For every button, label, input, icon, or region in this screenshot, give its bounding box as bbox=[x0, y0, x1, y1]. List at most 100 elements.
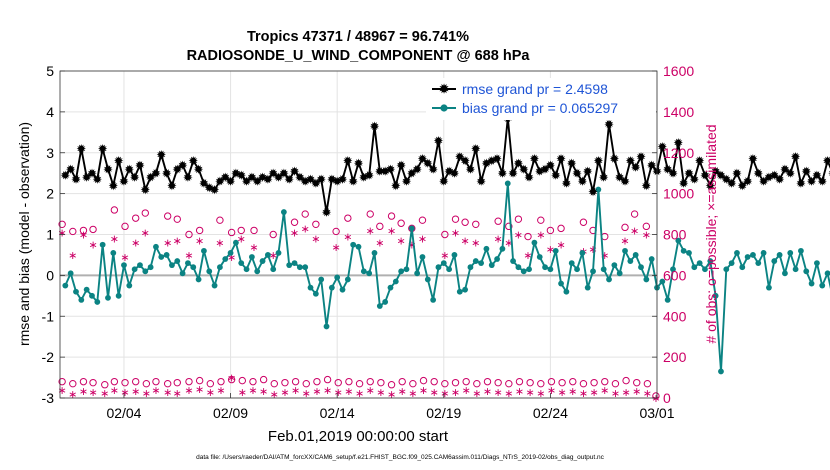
obs-assimilated-low-2: ∗ bbox=[79, 386, 88, 398]
series-1-point-25 bbox=[195, 276, 202, 283]
obs-possible-low-28 bbox=[355, 379, 364, 388]
series-0-point-51: ✹ bbox=[332, 176, 343, 188]
series-1-point-70 bbox=[435, 264, 442, 271]
series-1-point-39 bbox=[270, 266, 277, 273]
series-0-point-113: ✹ bbox=[662, 164, 673, 176]
series-0-point-15: ✹ bbox=[140, 184, 151, 196]
obs-possible-low-5 bbox=[110, 377, 119, 386]
series-1-point-21 bbox=[174, 258, 181, 264]
series-0-point-31: ✹ bbox=[225, 176, 236, 188]
obs-possible-low-9 bbox=[152, 377, 160, 386]
series-1-point-98 bbox=[584, 284, 591, 291]
series-1-point-58 bbox=[371, 249, 378, 256]
obs-possible-high-27 bbox=[418, 216, 427, 224]
legend-bias-swatch-icon bbox=[440, 104, 448, 112]
series-1-point-46 bbox=[307, 284, 314, 291]
series-1-point-122 bbox=[712, 292, 719, 299]
obs-assimilated-high-33: ∗ bbox=[504, 238, 513, 250]
obs-assimilated-high-34: ∗ bbox=[514, 230, 523, 242]
obs-assimilated-low-6: ∗ bbox=[120, 387, 129, 399]
obs-possible-low-13 bbox=[195, 376, 204, 385]
series-1-point-60 bbox=[382, 299, 389, 305]
x-tick-label-4: 02/24 bbox=[533, 405, 568, 421]
x-tick-label-2: 02/14 bbox=[320, 405, 355, 421]
obs-assimilated-low-39: ∗ bbox=[472, 388, 481, 400]
series-0-point-92: ✹ bbox=[550, 170, 561, 182]
obs-assimilated-low-52: ∗ bbox=[611, 388, 620, 400]
obs-possible-low-14 bbox=[206, 379, 215, 388]
obs-possible-low-36 bbox=[441, 379, 449, 388]
obs-assimilated-high-44: ∗ bbox=[642, 230, 651, 242]
series-1-point-42 bbox=[286, 262, 293, 269]
series-0-point-57: ✹ bbox=[364, 170, 375, 182]
obs-possible-high-29 bbox=[451, 215, 460, 223]
series-0-point-9: ✹ bbox=[108, 180, 119, 192]
series-0-point-26: ✹ bbox=[199, 178, 210, 190]
series-1-point-74 bbox=[456, 288, 463, 295]
y-right-tick-label-7: 1400 bbox=[663, 104, 694, 120]
obs-assimilated-high-5: ∗ bbox=[120, 252, 129, 264]
series-0-point-54: ✹ bbox=[348, 176, 359, 188]
chart-title: Tropics 47371 / 48967 = 96.741% bbox=[247, 29, 469, 45]
y-tick-label-6: 3 bbox=[46, 145, 54, 161]
series-1-point-71 bbox=[440, 260, 447, 267]
obs-possible-low-39 bbox=[473, 379, 481, 388]
obs-assimilated-low-10: ∗ bbox=[163, 387, 172, 399]
series-1-point-6 bbox=[94, 299, 101, 305]
series-1-point-143 bbox=[824, 270, 830, 277]
series-1-point-11 bbox=[121, 262, 127, 269]
series-1-point-37 bbox=[259, 258, 266, 264]
series-1-point-107 bbox=[632, 252, 639, 258]
series-0-point-38: ✹ bbox=[262, 174, 273, 186]
obs-possible-high-15 bbox=[250, 226, 258, 235]
obs-possible-high-23 bbox=[376, 222, 384, 231]
obs-possible-high-1 bbox=[69, 227, 77, 236]
obs-assimilated-high-35: ∗ bbox=[523, 250, 532, 262]
obs-assimilated-low-40: ∗ bbox=[483, 386, 492, 398]
series-0-point-29: ✹ bbox=[215, 176, 226, 188]
series-1-point-7 bbox=[99, 241, 106, 248]
obs-assimilated-low-23: ∗ bbox=[302, 388, 311, 400]
series-0-point-53: ✹ bbox=[342, 156, 353, 168]
obs-assimilated-high-0: ∗ bbox=[58, 227, 67, 239]
series-0-point-20: ✹ bbox=[167, 180, 178, 192]
series-0-point-82: ✹ bbox=[497, 168, 508, 180]
series-0-point-131: ✹ bbox=[758, 176, 769, 188]
series-1-point-3 bbox=[78, 297, 85, 303]
series-0-point-107: ✹ bbox=[630, 162, 641, 174]
series-1-point-78 bbox=[478, 260, 484, 267]
series-0-point-19: ✹ bbox=[161, 168, 172, 180]
series-0-point-98: ✹ bbox=[582, 166, 593, 178]
series-0-point-30: ✹ bbox=[220, 172, 231, 184]
series-1-point-115 bbox=[675, 237, 682, 244]
legend-rmse-label: rmse grand pr = 2.4598 bbox=[462, 81, 608, 97]
series-1-point-94 bbox=[563, 288, 570, 295]
series-1-point-138 bbox=[798, 247, 804, 254]
series-0-point-132: ✹ bbox=[764, 172, 775, 184]
series-0-point-27: ✹ bbox=[204, 182, 215, 194]
obs-possible-low-29 bbox=[366, 377, 374, 386]
series-1-point-17 bbox=[153, 243, 159, 250]
obs-assimilated-low-50: ∗ bbox=[589, 387, 598, 399]
obs-possible-low-43 bbox=[515, 377, 524, 386]
series-1-point-40 bbox=[275, 249, 282, 256]
obs-possible-low-33 bbox=[409, 379, 417, 388]
obs-assimilated-low-56: ∗ bbox=[651, 393, 660, 405]
series-1-point-9 bbox=[110, 249, 117, 256]
obs-assimilated-low-46: ∗ bbox=[547, 385, 556, 397]
y-axis-right-label: # of obs: o=possible; ×=assimilated bbox=[703, 124, 719, 343]
obs-possible-high-28 bbox=[441, 230, 449, 239]
obs-possible-low-30 bbox=[377, 378, 385, 387]
obs-assimilated-high-22: ∗ bbox=[366, 225, 375, 237]
obs-assimilated-high-18: ∗ bbox=[301, 223, 310, 235]
series-1-point-64 bbox=[403, 266, 410, 273]
series-0-point-95: ✹ bbox=[566, 158, 577, 170]
rmse-series: ✹✹✹✹✹✹✹✹✹✹✹✹✹✹✹✹✹✹✹✹✹✹✹✹✹✹✹✹✹✹✹✹✹✹✹✹✹✹✹✹… bbox=[60, 113, 830, 219]
series-1-point-35 bbox=[248, 254, 255, 260]
obs-assimilated-low-4: ∗ bbox=[100, 388, 109, 400]
series-0-point-110: ✹ bbox=[646, 160, 657, 172]
obs-assimilated-low-31: ∗ bbox=[387, 389, 396, 401]
series-0-point-126: ✹ bbox=[732, 168, 743, 180]
